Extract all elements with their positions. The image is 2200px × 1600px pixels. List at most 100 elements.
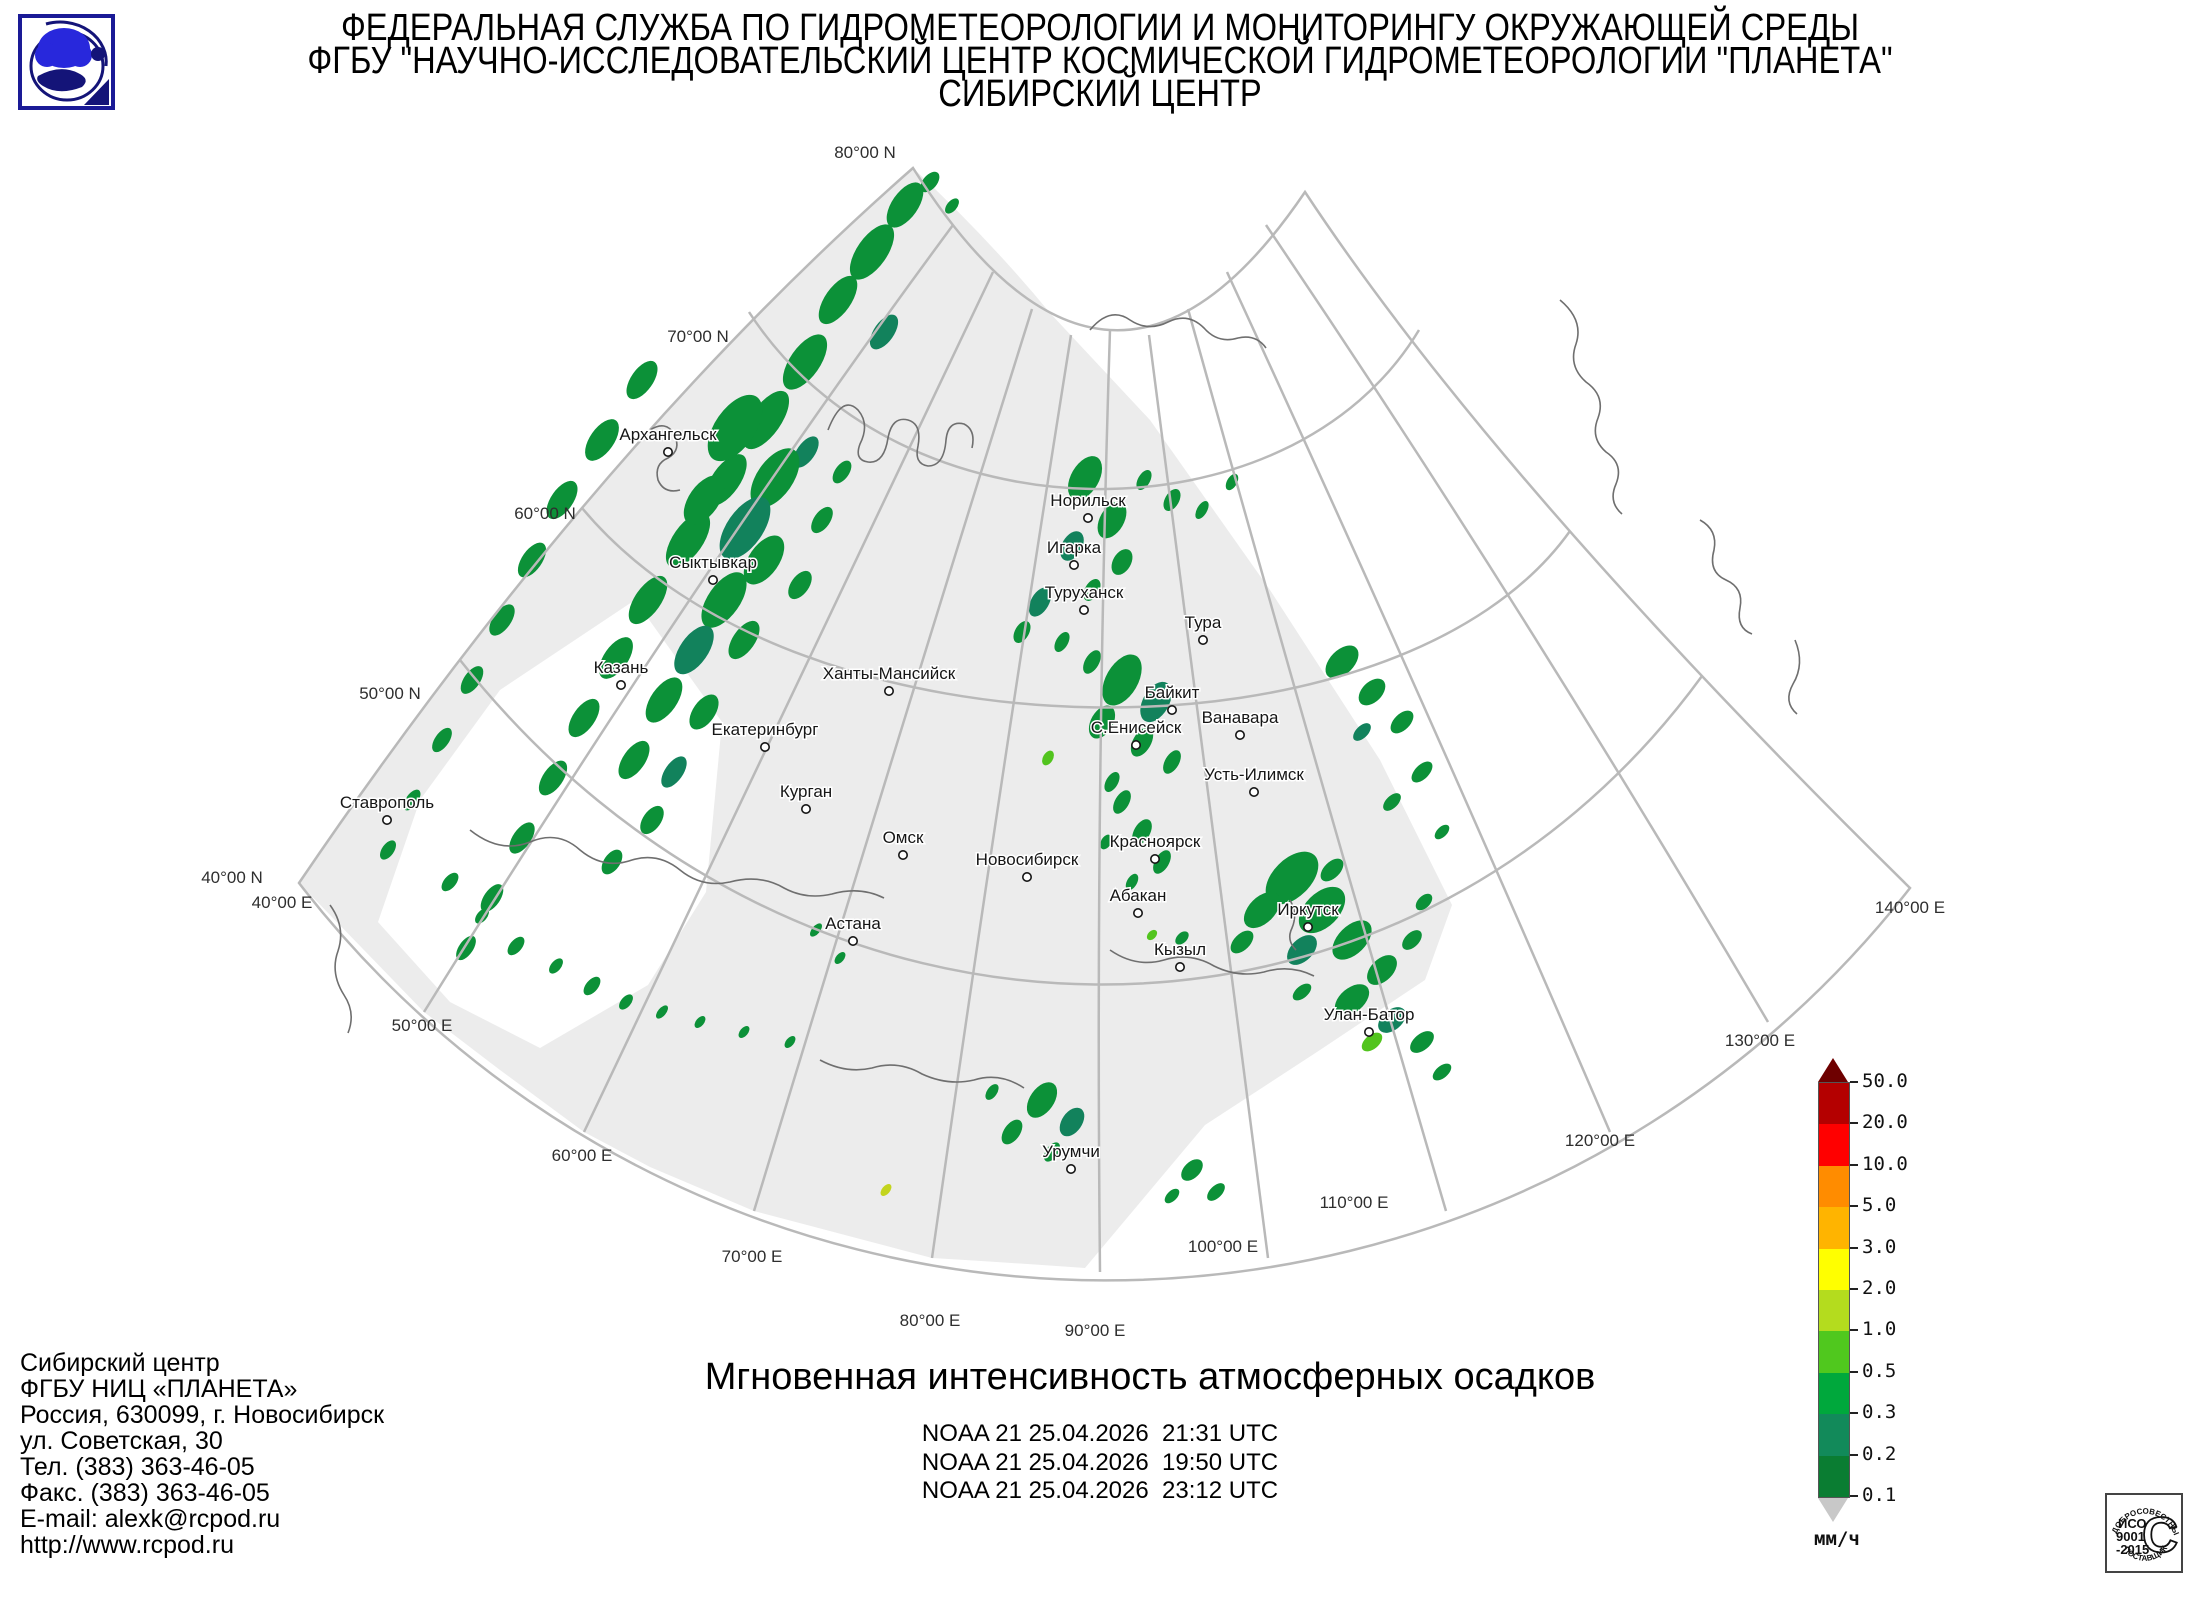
precipitation-cell: [1353, 723, 1371, 741]
city-label: Ванавара: [1202, 708, 1279, 727]
planeta-logo: [18, 14, 115, 110]
header: ФЕДЕРАЛЬНАЯ СЛУЖБА ПО ГИДРОМЕТЕОРОЛОГИИ …: [0, 7, 2200, 113]
grid-label: 80°00 N: [834, 143, 896, 162]
city-label: Норильск: [1050, 491, 1126, 510]
precipitation-cell: [1136, 470, 1152, 490]
city-Абакан: Абакан: [1108, 885, 1168, 918]
city-marker: [1175, 961, 1186, 972]
city-label: Кызыл: [1154, 940, 1206, 959]
iso-9001-logo-image: С ИСО 9001 -2015 ДОБРОСОВЕСТНЫЙ ПОСТАВЩИ…: [2101, 1483, 2183, 1573]
city-Байкит: Байкит: [1143, 682, 1201, 715]
precipitation-cell: [782, 334, 828, 390]
city-Игарка: Игарка: [1045, 537, 1103, 570]
city-Улан-Батор: Улан-Батор: [1322, 1004, 1416, 1038]
precipitation-cell: [1175, 931, 1189, 945]
precipitation-cell: [1042, 750, 1054, 766]
precipitation-cell: [1102, 654, 1142, 706]
precipitation-cell: [1207, 1183, 1225, 1201]
city-label: Сыктывкар: [669, 553, 757, 572]
city-Кызыл: Кызыл: [1152, 939, 1208, 972]
legend-arrow-up-icon: [1818, 1058, 1848, 1082]
parallel-line: [581, 507, 1572, 709]
grid-label: 40°00 E: [252, 893, 313, 912]
city-label: Омск: [883, 828, 924, 847]
precipitation-cell: [1060, 531, 1084, 561]
precipitation-cell: [674, 625, 714, 675]
precipitation-cell: [618, 740, 650, 780]
city-label: Ставрополь: [340, 793, 434, 812]
city-label: Архангельск: [619, 425, 717, 444]
city-marker: [707, 574, 718, 585]
precipitation-cell: [738, 1026, 750, 1038]
city-label: Екатеринбург: [712, 720, 819, 739]
city-Туруханск: Туруханск: [1043, 582, 1125, 615]
legend-tick: [1850, 1163, 1858, 1166]
precipitation-cell: [432, 727, 452, 753]
precipitation-cell: [1383, 793, 1401, 811]
city-Архангельск: Архангельск: [618, 424, 719, 457]
city-label: Астана: [825, 914, 881, 933]
grid-label: 70°00 N: [667, 327, 729, 346]
city-marker: [1133, 907, 1144, 918]
legend-tick-label: 10.0: [1862, 1152, 1908, 1175]
precipitation-cell: [1163, 750, 1181, 774]
grid-label: 140°00 E: [1875, 898, 1945, 917]
precipitation-cell: [1100, 834, 1112, 850]
precipitation-cell: [1378, 1007, 1406, 1033]
coastlines: [329, 299, 1801, 1089]
city-Норильск: Норильск: [1049, 490, 1128, 523]
precipitation-cell: [1298, 886, 1346, 934]
grid-label: 40°00 N: [201, 868, 263, 887]
legend-tick: [1850, 1370, 1858, 1373]
coastline: [819, 1059, 1025, 1089]
precipitation-cell: [1390, 710, 1414, 734]
precipitation-cell: [1001, 1119, 1023, 1145]
contact-line: Россия, 630099, г. Новосибирск: [20, 1401, 385, 1429]
svg-text:С: С: [2142, 1507, 2178, 1563]
city-marker: [1150, 853, 1161, 864]
precipitation-cell: [1411, 761, 1433, 783]
legend-tick-label: 0.2: [1862, 1442, 1897, 1465]
precipitation-cell: [1083, 579, 1101, 601]
contact-line: http://www.rcpod.ru: [20, 1531, 234, 1559]
precipitation-cell: [1054, 632, 1070, 652]
city-Ханты-Мансийск: Ханты-Мансийск: [821, 663, 957, 696]
graticule: [297, 166, 1912, 1282]
precipitation-cell: [1243, 891, 1281, 929]
precipitation-cell: [1415, 893, 1433, 911]
iso-9001-logo: С ИСО 9001 -2015 ДОБРОСОВЕСТНЫЙ ПОСТАВЩИ…: [2101, 1483, 2186, 1581]
legend-tick: [1850, 1412, 1858, 1415]
meridian-line: [582, 271, 995, 1133]
legend-tick-label: 3.0: [1862, 1235, 1897, 1258]
grid-label: 60°00 N: [514, 504, 576, 523]
city-Астана: Астана: [824, 913, 883, 946]
header-line-1: ФЕДЕРАЛЬНАЯ СЛУЖБА ПО ГИДРОМЕТЕОРОЛОГИИ …: [340, 7, 1860, 49]
precipitation-cell: [1113, 790, 1131, 814]
coastline: [1559, 299, 1623, 515]
precipitation-cell: [1164, 1188, 1180, 1204]
svg-text:-2015: -2015: [2116, 1542, 2149, 1557]
contact-line: Тел. (383) 363-46-05: [20, 1453, 255, 1481]
legend-tick: [1850, 1081, 1858, 1083]
city-label: Усть-Илимск: [1204, 765, 1304, 784]
precipitation-cell: [1026, 1082, 1058, 1118]
precipitation-cell: [1163, 489, 1181, 511]
legend-tick-label: 2.0: [1862, 1277, 1897, 1300]
city-label: Абакан: [1110, 886, 1167, 905]
precipitation-cell: [1111, 549, 1133, 575]
precipitation-cell: [619, 994, 633, 1010]
contact-line: Сибирский центр: [20, 1349, 220, 1377]
city-marker: [615, 679, 626, 690]
grid-label: 110°00 E: [1320, 1193, 1389, 1212]
legend-tick-label: 0.3: [1862, 1401, 1897, 1424]
precipitation-cell: [683, 475, 725, 525]
meridian-line: [752, 308, 1034, 1212]
city-label: Ханты-Мансийск: [823, 664, 956, 683]
precipitation-cell: [601, 849, 623, 875]
legend-band: [1819, 1331, 1849, 1373]
city-Красноярск: Красноярск: [1108, 831, 1202, 864]
precipitation-cell: [811, 506, 833, 534]
precipitation-cell: [568, 698, 600, 738]
legend-tick: [1850, 1246, 1858, 1249]
